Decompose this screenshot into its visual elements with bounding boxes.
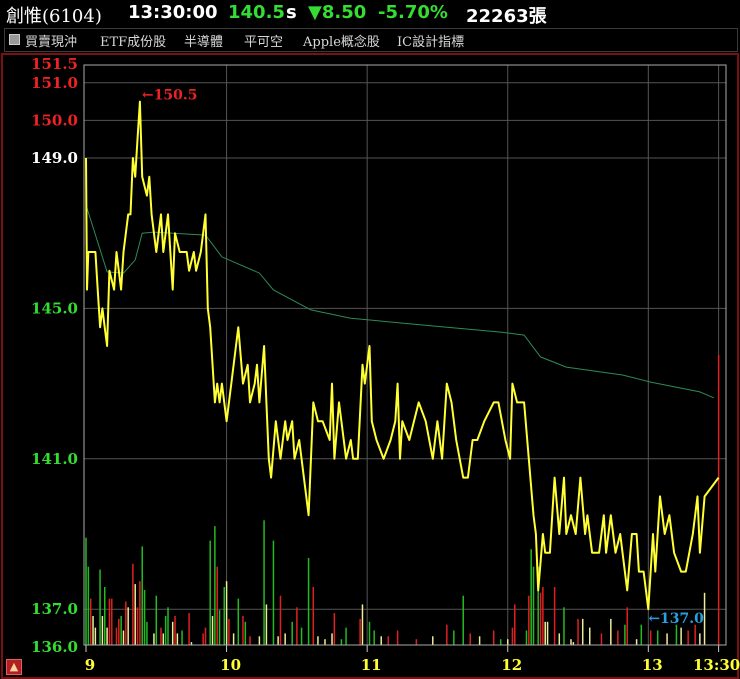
stock-name: 創惟(6104) bbox=[6, 6, 102, 27]
average-price-line bbox=[85, 204, 715, 399]
x-tick-label: 10 bbox=[220, 656, 241, 674]
y-tick-label: 145.0 bbox=[31, 299, 78, 317]
price-line bbox=[85, 100, 720, 611]
y-tick-label: 151.0 bbox=[31, 74, 78, 92]
y-tick-label: 141.0 bbox=[31, 450, 78, 468]
y-tick-label: 137.0 bbox=[31, 600, 78, 618]
tag-etf[interactable]: ETF成份股 bbox=[100, 35, 167, 50]
change-percent: -5.70% bbox=[378, 2, 448, 23]
y-tick-label: 149.0 bbox=[31, 149, 78, 167]
chart-outer-frame bbox=[1, 53, 739, 679]
price-suffix: s bbox=[286, 2, 297, 23]
annotations: ←150.5 ←137.0 bbox=[142, 88, 704, 628]
y-tick-label: 136.0 bbox=[31, 638, 78, 656]
total-volume: 22263張 bbox=[466, 6, 547, 27]
x-tick-label: 13 bbox=[642, 656, 663, 674]
tag-checkbox[interactable] bbox=[9, 34, 20, 45]
tag-bar: 買賣現沖 ETF成份股 半導體 平可空 Apple概念股 IC設計指標 bbox=[4, 28, 738, 52]
y-tick-label: 151.5 bbox=[31, 55, 78, 73]
x-tick-label: 9 bbox=[85, 656, 95, 674]
tag-ic-design[interactable]: IC設計指標 bbox=[397, 35, 465, 50]
quote-time: 13:30:00 bbox=[128, 2, 218, 23]
tag-short-sell[interactable]: 平可空 bbox=[244, 35, 284, 50]
quote-header: 創惟(6104) 13:30:00 140.5 s ▼8.50 -5.70% 2… bbox=[0, 0, 740, 27]
volume-bars bbox=[85, 355, 720, 645]
price-extreme-label: ←137.0 bbox=[648, 611, 704, 627]
x-tick-label: 13:30 bbox=[693, 656, 740, 674]
x-tick-label: 12 bbox=[501, 656, 522, 674]
price-change: ▼8.50 bbox=[308, 2, 367, 23]
tag-apple-concept[interactable]: Apple概念股 bbox=[303, 35, 380, 50]
price-extreme-label: ←150.5 bbox=[142, 88, 198, 104]
last-price: 140.5 bbox=[228, 2, 285, 23]
bell-icon[interactable]: ▲ bbox=[6, 659, 22, 675]
y-tick-label: 150.0 bbox=[31, 111, 78, 129]
tag-semiconductor[interactable]: 半導體 bbox=[184, 35, 224, 50]
plot-frame bbox=[83, 64, 727, 646]
x-tick-label: 11 bbox=[361, 656, 382, 674]
x-axis-labels: 9 10 11 12 13 13:30 bbox=[85, 656, 740, 674]
tag-day-trade[interactable]: 買賣現沖 bbox=[25, 35, 78, 50]
